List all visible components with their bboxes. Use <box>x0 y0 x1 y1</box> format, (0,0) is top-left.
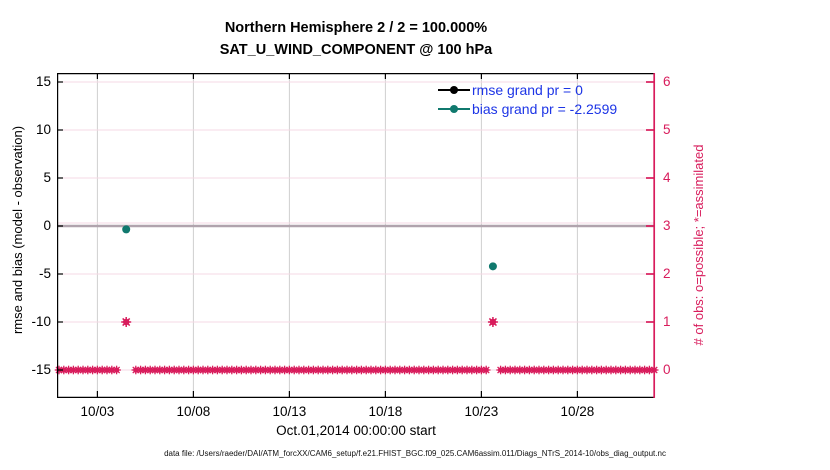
plot-subtitle: SAT_U_WIND_COMPONENT @ 100 hPa <box>219 42 493 58</box>
y-tick-label-left: 10 <box>35 122 51 137</box>
y-axis-label-right: # of obs: o=possible; *=assimilated <box>691 144 706 346</box>
y-tick-label-right: 0 <box>663 362 671 377</box>
y-tick-label-right: 5 <box>663 122 671 137</box>
y-tick-label-right: 4 <box>663 170 671 185</box>
y-tick-label-left: 15 <box>35 74 51 89</box>
y-tick-label-left: -10 <box>31 314 51 329</box>
plot-title: Northern Hemisphere 2 / 2 = 100.000% <box>224 20 488 36</box>
legend-swatch-rmse <box>438 80 472 99</box>
x-tick-label: 10/08 <box>176 404 211 419</box>
y-tick-label-left: 0 <box>43 218 51 233</box>
y-tick-label-right: 1 <box>663 314 671 329</box>
x-tick-label: 10/18 <box>368 404 403 419</box>
legend-item-bias: bias grand pr = -2.2599 <box>438 99 617 118</box>
y-tick-label-right: 2 <box>663 266 671 281</box>
legend-item-rmse: rmse grand pr = 0 <box>438 80 617 99</box>
x-tick-label: 10/13 <box>272 404 307 419</box>
y-tick-label-right: 3 <box>663 218 671 233</box>
bias-dot-marker <box>450 104 458 113</box>
plot-area <box>54 73 659 398</box>
x-tick-label: 10/03 <box>80 404 115 419</box>
y-tick-label-right: 6 <box>663 74 671 89</box>
y-tick-label-left: -15 <box>31 362 51 377</box>
y-tick-label-left: 5 <box>43 170 51 185</box>
legend-label-bias: bias grand pr = -2.2599 <box>472 100 618 117</box>
x-axis-label: Oct.01,2014 00:00:00 start <box>276 423 436 438</box>
y-tick-label-left: -5 <box>38 266 51 281</box>
legend-label-rmse: rmse grand pr = 0 <box>472 81 583 98</box>
rmse-dot-marker <box>450 85 458 94</box>
x-tick-label: 10/23 <box>464 404 499 419</box>
legend: rmse grand pr = 0 bias grand pr = -2.259… <box>438 80 617 118</box>
x-tick-label: 10/28 <box>560 404 595 419</box>
chart-svg <box>54 73 659 398</box>
legend-swatch-bias <box>438 99 472 118</box>
data-file-caption: data file: /Users/raeder/DAI/ATM_forcXX/… <box>164 449 666 458</box>
